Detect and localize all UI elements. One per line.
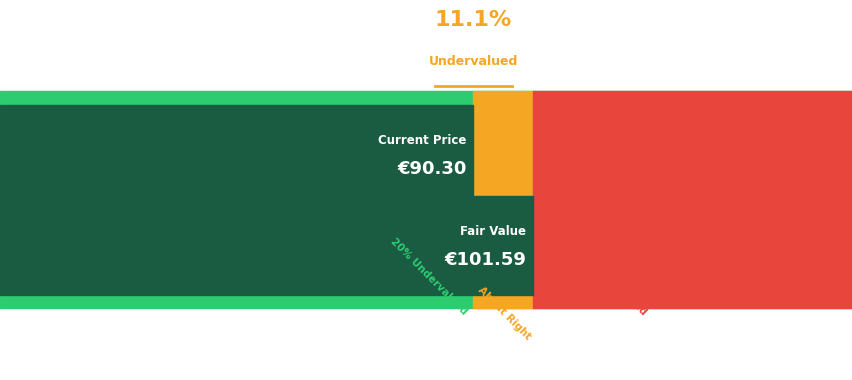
Bar xyxy=(0,196,532,294)
Text: 20% Undervalued: 20% Undervalued xyxy=(389,236,469,317)
Bar xyxy=(0,105,473,203)
Bar xyxy=(532,91,852,308)
Bar xyxy=(0,91,852,308)
Text: 20% Overvalued: 20% Overvalued xyxy=(573,242,648,317)
Text: €90.30: €90.30 xyxy=(397,160,466,178)
Text: €101.59: €101.59 xyxy=(444,251,526,269)
Text: Fair Value: Fair Value xyxy=(460,225,526,238)
Text: About Right: About Right xyxy=(475,285,532,342)
Text: 11.1%: 11.1% xyxy=(435,10,511,30)
Text: Undervalued: Undervalued xyxy=(429,55,517,68)
Bar xyxy=(473,91,532,308)
Text: Current Price: Current Price xyxy=(377,134,466,147)
